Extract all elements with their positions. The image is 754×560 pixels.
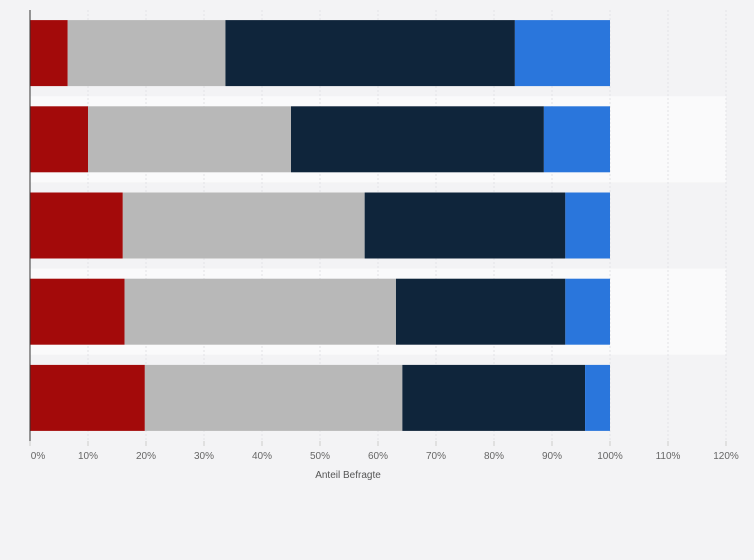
bar-segment-3[interactable] — [291, 106, 544, 173]
x-tick-label: 120% — [713, 451, 739, 462]
x-tick-label: 100% — [597, 451, 623, 462]
x-tick-label: 80% — [484, 451, 504, 462]
bar-segment-4[interactable] — [543, 106, 610, 173]
bar-segment-2[interactable] — [67, 20, 226, 87]
x-tick-label: 40% — [252, 451, 272, 462]
x-axis-title: Anteil Befragte — [315, 470, 381, 481]
bar-segment-4[interactable] — [514, 20, 610, 87]
x-tick-label: 0% — [31, 451, 46, 462]
x-tick-label: 20% — [136, 451, 156, 462]
bar-segment-2[interactable] — [122, 192, 365, 259]
bar-segment-4[interactable] — [585, 364, 610, 431]
bar-segment-1[interactable] — [30, 278, 125, 345]
x-tick-label: 60% — [368, 451, 388, 462]
bar-segment-3[interactable] — [402, 364, 586, 431]
x-tick-label: 70% — [426, 451, 446, 462]
x-tick-label: 90% — [542, 451, 562, 462]
bar-segment-1[interactable] — [30, 106, 88, 173]
bar-segment-4[interactable] — [565, 192, 610, 259]
x-tick-label: 110% — [656, 451, 681, 462]
bar-segment-3[interactable] — [364, 192, 566, 259]
bars — [30, 20, 610, 431]
bar-segment-2[interactable] — [144, 364, 403, 431]
bar-segment-3[interactable] — [225, 20, 515, 87]
x-axis-ticks: 0% 10% 20% 30% 40% 50% 60% 70% 80% 90% 100% 110% 120… — [29, 441, 739, 462]
bar-segment-2[interactable] — [88, 106, 291, 173]
x-tick-label: 10% — [78, 451, 98, 462]
bar-segment-4[interactable] — [565, 278, 610, 345]
x-tick-label: 50% — [310, 451, 330, 462]
bar-segment-1[interactable] — [30, 20, 68, 87]
bar-segment-2[interactable] — [124, 278, 396, 345]
bar-segment-1[interactable] — [30, 192, 123, 259]
x-tick-label: 30% — [194, 451, 214, 462]
bar-segment-1[interactable] — [30, 364, 145, 431]
bar-segment-3[interactable] — [395, 278, 566, 345]
